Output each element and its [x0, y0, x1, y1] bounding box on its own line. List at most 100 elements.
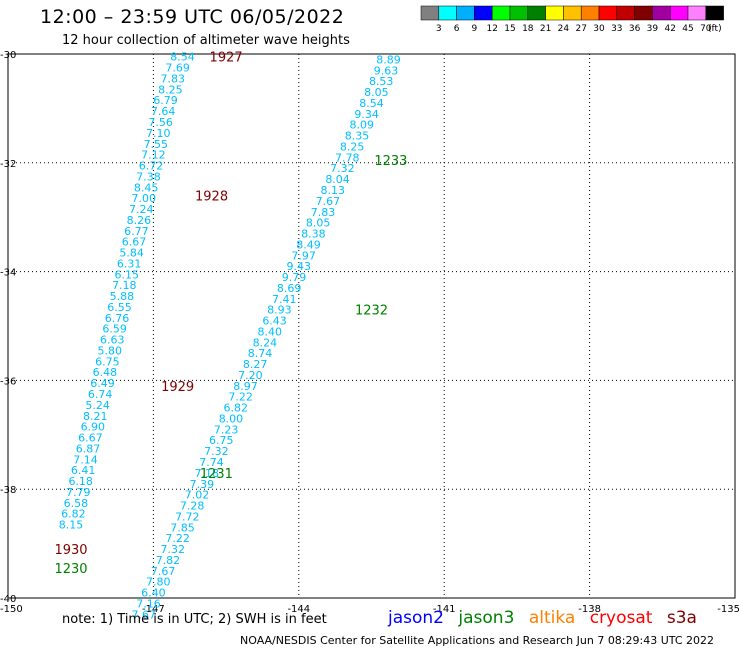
colorbar-swatch — [580, 5, 600, 21]
wave-height-label: 7.69 — [165, 62, 190, 75]
colorbar-unit: (ft) — [708, 24, 722, 34]
colorbar-label: 27 — [575, 24, 586, 34]
legend-cryosat: cryosat — [589, 608, 653, 628]
wave-height-label: 6.40 — [141, 587, 166, 600]
wave-height-label: 9.79 — [282, 271, 307, 284]
wave-height-label: 6.79 — [153, 94, 178, 107]
colorbar-swatch — [545, 5, 564, 21]
legend-s3a: s3a — [666, 608, 697, 628]
wave-height-label: 8.13 — [320, 184, 345, 197]
colorbar-swatch — [634, 5, 653, 21]
colorbar-label: 33 — [611, 24, 622, 34]
wave-height-label: 7.38 — [136, 170, 161, 183]
time-label: 1233 — [374, 154, 407, 169]
wave-height-label: 9.63 — [374, 64, 399, 77]
x-tick-label: -138 — [578, 604, 601, 615]
colorbar-swatch — [491, 5, 511, 21]
wave-height-label: 8.00 — [219, 412, 244, 425]
wave-height-label: 6.82 — [61, 508, 86, 521]
wave-height-label: 7.83 — [311, 206, 336, 219]
wave-height-label: 7.32 — [204, 445, 229, 458]
chart-subtitle: 12 hour collection of altimeter wave hei… — [62, 33, 350, 48]
plot-frame — [7, 53, 736, 599]
wave-height-label: 6.59 — [102, 323, 127, 336]
colorbar-label: 45 — [682, 24, 693, 34]
wave-height-label: 5.88 — [110, 290, 135, 303]
colorbar-label: 18 — [522, 24, 534, 34]
wave-height-label: 6.55 — [107, 301, 132, 314]
time-label: 1231 — [200, 467, 233, 482]
wave-height-label: 9.34 — [354, 108, 379, 121]
x-tick-label: -141 — [433, 604, 456, 615]
colorbar-swatch — [509, 5, 529, 21]
wave-height-label: 7.74 — [199, 456, 224, 469]
colorbar-label: 15 — [504, 24, 515, 34]
wave-height-label: 7.24 — [129, 203, 154, 216]
wave-height-label: 6.77 — [124, 225, 149, 238]
wave-height-label: 8.04 — [325, 173, 350, 186]
colorbar-swatch — [616, 5, 635, 21]
wave-height-label: 8.53 — [369, 75, 394, 88]
footer-note: note: 1) Time is in UTC; 2) SWH is in fe… — [62, 612, 327, 627]
wave-height-label: 7.18 — [112, 279, 137, 292]
wave-height-label: 7.67 — [151, 565, 176, 578]
wave-height-label: 6.67 — [78, 432, 103, 445]
footer-credit: NOAA/NESDIS Center for Satellite Applica… — [240, 634, 715, 647]
colorbar-swatch — [474, 5, 493, 21]
wave-height-label: 8.74 — [248, 347, 273, 360]
wave-height-label: 6.75 — [209, 434, 234, 447]
wave-height-label: 9.43 — [287, 260, 312, 273]
wave-height-label: 6.31 — [117, 257, 142, 270]
wave-height-label: 7.14 — [73, 453, 98, 466]
colorbar-swatch — [652, 5, 671, 21]
colorbar-label: 36 — [629, 24, 641, 34]
x-tick-label: -135 — [717, 604, 740, 615]
x-tick-label: -150 — [0, 604, 23, 615]
wave-height-label: 7.22 — [228, 391, 253, 404]
wave-height-label: 8.24 — [253, 336, 278, 349]
colorbar-swatch — [687, 5, 707, 21]
wave-height-label: 8.69 — [277, 282, 302, 295]
wave-height-label: 7.67 — [316, 195, 341, 208]
wave-height-label: 7.80 — [146, 576, 171, 589]
wave-height-label: 8.45 — [134, 181, 159, 194]
colorbar-swatch — [669, 5, 689, 21]
wave-height-label: 7.23 — [214, 423, 239, 436]
wave-height-label: 8.54 — [170, 51, 195, 64]
wave-height-label: 6.72 — [139, 160, 164, 173]
wave-height-label: 6.90 — [81, 421, 106, 434]
colorbar-swatch — [527, 5, 546, 21]
colorbar-label: 24 — [558, 24, 570, 34]
wave-height-label: 8.05 — [364, 86, 389, 99]
colorbar-swatch — [598, 5, 618, 21]
wave-height-label: 7.85 — [170, 521, 195, 534]
wave-height-label: 6.74 — [88, 388, 113, 401]
wave-height-label: 8.27 — [243, 358, 268, 371]
wave-height-label: 8.97 — [233, 380, 258, 393]
wave-height-label: 6.76 — [105, 312, 130, 325]
time-label: 1928 — [195, 189, 228, 204]
wave-height-label: 5.24 — [85, 399, 110, 412]
colorbar-swatch — [456, 5, 475, 21]
colorbar-label: 12 — [486, 24, 497, 34]
wave-height-label: 7.32 — [330, 162, 355, 175]
wave-height-label: 6.63 — [100, 334, 125, 347]
wave-height-label: 7.82 — [156, 554, 181, 567]
wave-height-label: 7.28 — [180, 500, 205, 513]
time-label: 1930 — [54, 543, 87, 558]
wave-height-label: 6.75 — [95, 355, 120, 368]
wave-height-label: 7.00 — [131, 192, 156, 205]
wave-height-label: 7.55 — [144, 138, 169, 151]
colorbar-label: 21 — [540, 24, 551, 34]
wave-height-label: 6.18 — [68, 475, 93, 488]
satellite-legend: jason2 jason3 altika cryosat s3a — [388, 608, 706, 628]
wave-height-label: 7.02 — [185, 489, 210, 502]
wave-height-label: 8.21 — [83, 410, 108, 423]
wave-height-label: 7.72 — [175, 510, 200, 523]
wave-height-label: 8.40 — [257, 325, 282, 338]
chart-title: 12:00 – 23:59 UTC 06/05/2022 — [40, 6, 345, 28]
wave-height-label: 5.84 — [119, 247, 144, 260]
wave-height-label: 8.05 — [306, 217, 331, 230]
wave-height-label: 8.25 — [340, 140, 365, 153]
